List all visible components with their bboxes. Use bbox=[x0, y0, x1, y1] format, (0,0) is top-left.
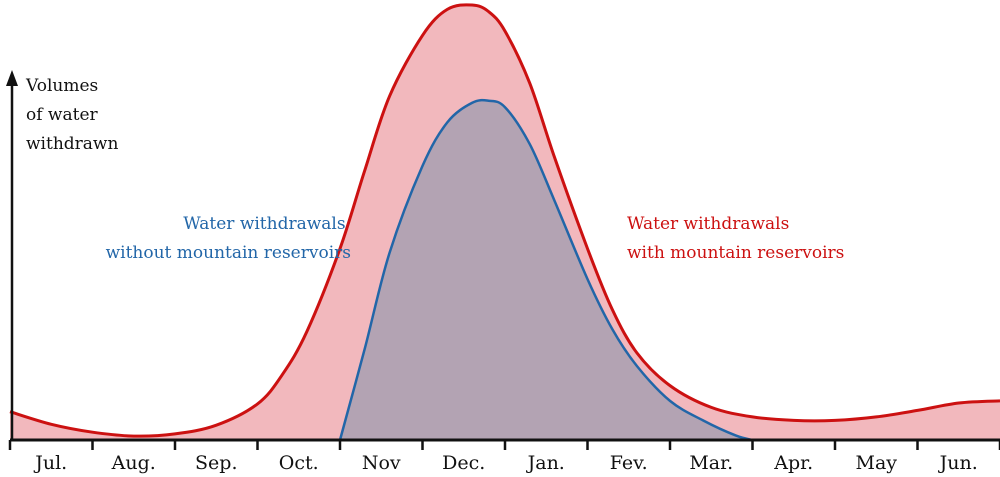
x-tick-label: Jun. bbox=[938, 452, 978, 474]
label-without-reservoirs-line-1: Water withdrawals bbox=[183, 214, 345, 234]
x-tick-label: Jan. bbox=[526, 452, 565, 474]
x-tick-label: Mar. bbox=[689, 452, 733, 474]
y-axis-title: Volumes of water withdrawn bbox=[25, 76, 118, 154]
y-axis-title-line-2: of water bbox=[26, 105, 99, 125]
line-without-reservoirs bbox=[338, 98, 753, 442]
y-axis-title-line-1: Volumes bbox=[25, 76, 98, 96]
x-axis-ticks bbox=[8, 440, 1000, 450]
x-tick-label: Jul. bbox=[33, 452, 67, 474]
x-tick-label: Dec. bbox=[442, 452, 485, 474]
label-without-reservoirs-line-2: without mountain reservoirs bbox=[106, 243, 351, 263]
x-tick-label: Apr. bbox=[773, 452, 813, 474]
x-tick-label: Nov bbox=[362, 452, 401, 474]
line-with-reservoirs bbox=[9, 3, 1000, 438]
area-without-reservoirs bbox=[340, 100, 753, 441]
y-axis-arrow-icon bbox=[6, 70, 18, 86]
label-without-reservoirs: Water withdrawals without mountain reser… bbox=[106, 214, 351, 263]
x-tick-label: May bbox=[855, 452, 897, 474]
y-axis-title-line-3: withdrawn bbox=[26, 134, 118, 154]
x-tick-label: Fev. bbox=[610, 452, 648, 474]
area-fills bbox=[10, 4, 1000, 441]
y-axis bbox=[6, 70, 18, 440]
label-with-reservoirs-line-2: with mountain reservoirs bbox=[627, 243, 844, 263]
series-lines bbox=[9, 3, 1000, 442]
x-tick-label: Oct. bbox=[279, 452, 319, 474]
x-tick-label: Aug. bbox=[111, 452, 156, 474]
x-axis-tick-labels: Jul. Aug. Sep. Oct. Nov Dec. Jan. Fev. Mar. Apr. M… bbox=[33, 452, 978, 474]
x-tick-label: Sep. bbox=[195, 452, 237, 474]
label-with-reservoirs: Water withdrawals with mountain reservoi… bbox=[627, 214, 844, 263]
label-with-reservoirs-line-1: Water withdrawals bbox=[627, 214, 789, 234]
